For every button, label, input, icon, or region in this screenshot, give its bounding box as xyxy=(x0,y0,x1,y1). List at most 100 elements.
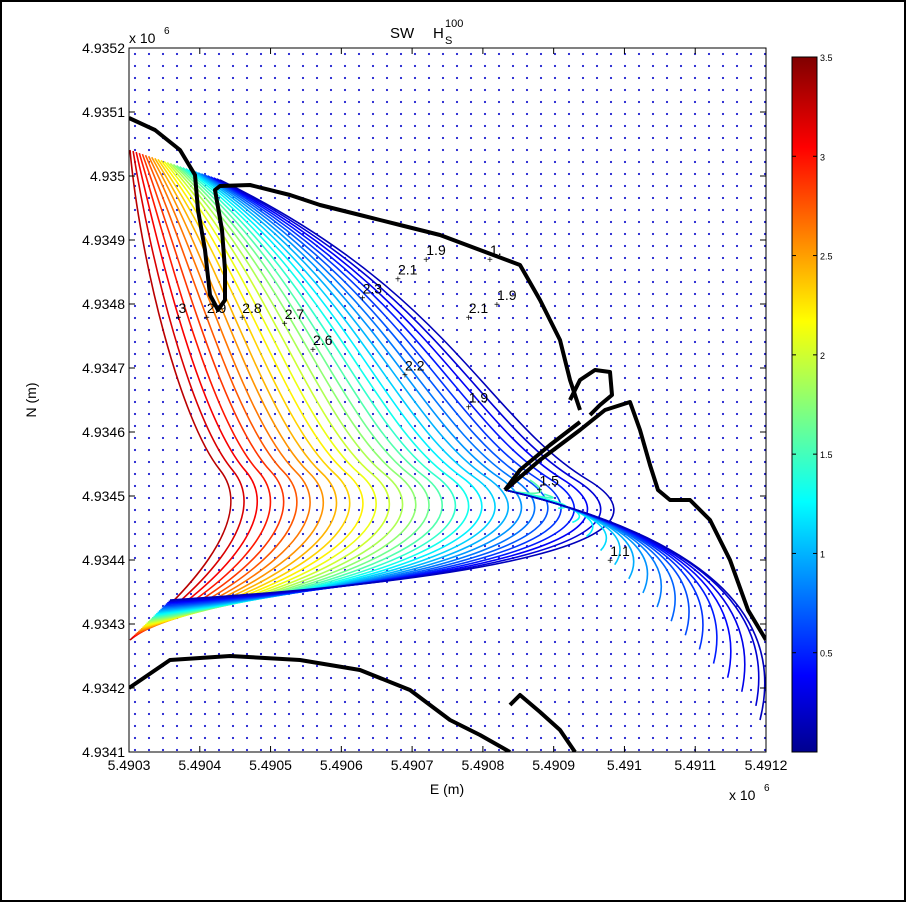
vector-dot xyxy=(147,136,151,140)
vector-dot xyxy=(371,376,375,380)
vector-dot xyxy=(707,184,711,188)
vector-dot xyxy=(553,124,557,128)
vector-dot xyxy=(315,508,319,512)
vector-dot xyxy=(287,472,291,476)
vector-dot xyxy=(511,688,515,692)
vector-dot xyxy=(735,292,739,296)
vector-dot xyxy=(581,196,585,200)
contour-line xyxy=(157,170,496,614)
vector-dot xyxy=(679,460,683,464)
vector-dot xyxy=(441,136,445,140)
vector-dot xyxy=(231,736,235,740)
vector-dot xyxy=(609,184,613,188)
vector-dot xyxy=(273,88,277,92)
vector-dot xyxy=(287,208,291,212)
vector-dot xyxy=(147,736,151,740)
vector-dot xyxy=(763,76,766,80)
vector-dot xyxy=(581,256,585,260)
vector-dot xyxy=(357,64,361,68)
vector-dot xyxy=(525,352,529,356)
vector-dot xyxy=(525,376,529,380)
vector-dot xyxy=(413,52,417,56)
vector-dot xyxy=(175,568,179,572)
vector-dot xyxy=(231,676,235,680)
vector-dot xyxy=(539,112,543,116)
vector-dot xyxy=(763,280,766,284)
vector-dot xyxy=(539,160,543,164)
vector-dot xyxy=(147,580,151,584)
vector-dot xyxy=(133,544,137,548)
vector-dot xyxy=(287,640,291,644)
vector-dot xyxy=(259,292,263,296)
vector-dot xyxy=(735,280,739,284)
vector-dot xyxy=(567,76,571,80)
vector-dot xyxy=(469,340,473,344)
vector-dot xyxy=(595,172,599,176)
vector-dot xyxy=(217,232,221,236)
vector-dot xyxy=(245,244,249,248)
vector-dot xyxy=(763,700,766,704)
vector-dot xyxy=(315,724,319,728)
vector-dot xyxy=(595,448,599,452)
vector-dot xyxy=(399,220,403,224)
vector-dot xyxy=(245,700,249,704)
contour-label: 2.6 xyxy=(313,332,333,348)
vector-dot xyxy=(357,52,361,56)
vector-dot xyxy=(329,592,333,596)
vector-dot xyxy=(329,88,333,92)
vector-dot xyxy=(427,724,431,728)
vector-dot xyxy=(693,280,697,284)
contour-tick-marker: + xyxy=(282,319,288,330)
vector-dot xyxy=(707,652,711,656)
vector-dot xyxy=(413,424,417,428)
vector-dot xyxy=(203,88,207,92)
vector-dot xyxy=(483,604,487,608)
vector-dot xyxy=(259,700,263,704)
vector-dot xyxy=(595,532,599,536)
vector-dot xyxy=(329,640,333,644)
vector-dot xyxy=(189,688,193,692)
vector-dot xyxy=(245,676,249,680)
vector-dot xyxy=(343,244,347,248)
vector-dot xyxy=(525,448,529,452)
vector-dot xyxy=(287,376,291,380)
vector-dot xyxy=(315,424,319,428)
vector-dot xyxy=(343,724,347,728)
x-tick-label: 5.4907 xyxy=(391,757,434,773)
vector-dot xyxy=(735,244,739,248)
vector-dot xyxy=(511,76,515,80)
vector-dot xyxy=(665,544,669,548)
vector-dot xyxy=(581,364,585,368)
vector-dot xyxy=(679,532,683,536)
vector-dot xyxy=(455,208,459,212)
vector-dot xyxy=(721,244,725,248)
vector-dot xyxy=(707,484,711,488)
vector-dot xyxy=(301,712,305,716)
vector-dot xyxy=(497,112,501,116)
vector-dot xyxy=(497,520,501,524)
vector-dot xyxy=(175,112,179,116)
colorbar-tick-label: 3.5 xyxy=(820,53,833,63)
vector-dot xyxy=(203,580,207,584)
vector-dot xyxy=(455,484,459,488)
vector-dot xyxy=(707,508,711,512)
vector-dot xyxy=(427,652,431,656)
title-superscript: 100 xyxy=(445,18,463,30)
vector-dot xyxy=(511,148,515,152)
vector-dot xyxy=(259,508,263,512)
vector-dot xyxy=(679,268,683,272)
vector-dot xyxy=(259,136,263,140)
vector-dot xyxy=(763,268,766,272)
vector-dot xyxy=(749,604,753,608)
vector-dot xyxy=(721,196,725,200)
vector-dot xyxy=(525,304,529,308)
vector-dot xyxy=(133,376,137,380)
vector-dot xyxy=(287,292,291,296)
vector-dot xyxy=(595,160,599,164)
vector-dot xyxy=(413,544,417,548)
vector-dot xyxy=(525,580,529,584)
vector-dot xyxy=(553,412,557,416)
vector-dot xyxy=(749,328,753,332)
vector-dot xyxy=(245,292,249,296)
vector-dot xyxy=(301,484,305,488)
